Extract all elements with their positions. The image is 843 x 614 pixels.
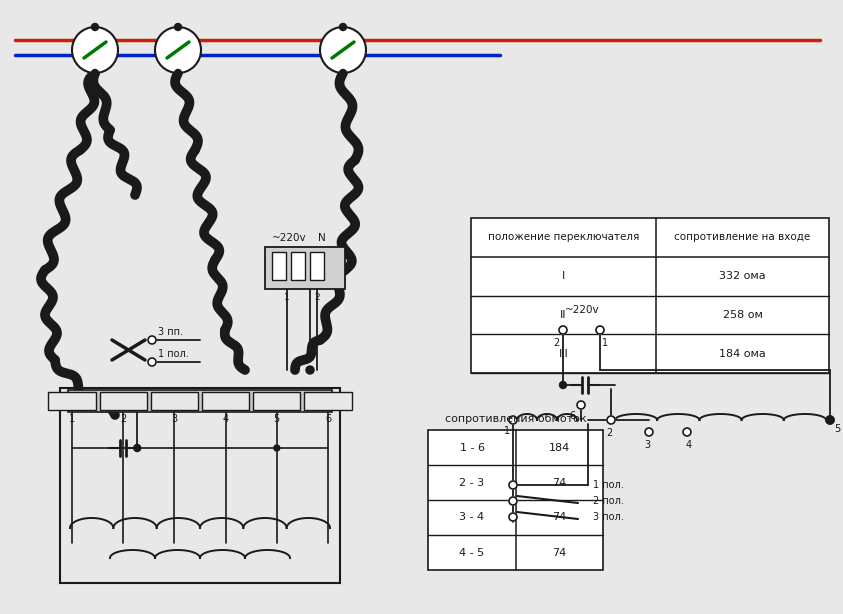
Text: 332 ома: 332 ома <box>719 271 765 281</box>
Text: ~220v: ~220v <box>565 305 599 315</box>
Text: 184 ома: 184 ома <box>719 349 766 359</box>
Bar <box>48 392 95 410</box>
Text: 2 пол.: 2 пол. <box>593 496 624 506</box>
Text: 6: 6 <box>570 411 576 421</box>
Circle shape <box>148 358 156 366</box>
Circle shape <box>72 27 118 73</box>
Bar <box>99 392 147 410</box>
Circle shape <box>509 481 517 489</box>
Circle shape <box>175 69 181 77</box>
Circle shape <box>274 445 280 451</box>
Text: 1: 1 <box>504 426 510 436</box>
Text: 3 - 4: 3 - 4 <box>459 513 485 523</box>
Circle shape <box>826 416 834 424</box>
Circle shape <box>340 23 346 31</box>
Text: 4: 4 <box>686 440 692 450</box>
Circle shape <box>559 326 567 334</box>
Text: I: I <box>562 271 565 281</box>
Text: 1: 1 <box>284 293 290 302</box>
Text: 184: 184 <box>549 443 570 453</box>
Bar <box>304 392 352 410</box>
Text: 2: 2 <box>606 428 612 438</box>
Bar <box>310 252 324 280</box>
Circle shape <box>596 326 604 334</box>
Bar <box>202 392 250 410</box>
Circle shape <box>577 401 585 409</box>
Circle shape <box>607 416 615 424</box>
Text: 3: 3 <box>644 440 650 450</box>
Circle shape <box>175 23 181 31</box>
Text: 6: 6 <box>325 414 331 424</box>
Bar <box>253 392 300 410</box>
Circle shape <box>340 69 346 77</box>
Circle shape <box>134 445 141 451</box>
Bar <box>60 388 340 583</box>
Circle shape <box>92 23 99 31</box>
Text: 74: 74 <box>552 478 566 488</box>
Text: III: III <box>559 349 568 359</box>
Text: 1: 1 <box>602 338 608 348</box>
Text: 258 ом: 258 ом <box>722 310 762 320</box>
Bar <box>151 392 198 410</box>
Text: сопротивление на входе: сопротивление на входе <box>674 232 811 243</box>
Bar <box>471 218 829 373</box>
Circle shape <box>683 428 691 436</box>
Text: сопротивления обмоток: сопротивления обмоток <box>445 414 587 424</box>
Circle shape <box>320 27 366 73</box>
Text: 3 пп.: 3 пп. <box>158 327 183 337</box>
Bar <box>272 252 286 280</box>
Circle shape <box>509 513 517 521</box>
Circle shape <box>148 336 156 344</box>
Text: 3: 3 <box>171 414 178 424</box>
Text: 2 - 3: 2 - 3 <box>459 478 485 488</box>
Text: 74: 74 <box>552 548 566 558</box>
Text: 4 - 5: 4 - 5 <box>459 548 485 558</box>
Circle shape <box>645 428 653 436</box>
Bar <box>68 390 332 412</box>
Circle shape <box>306 366 314 374</box>
Bar <box>428 430 603 570</box>
Text: 2: 2 <box>120 414 126 424</box>
Text: 3 пол.: 3 пол. <box>593 512 624 522</box>
Circle shape <box>509 497 517 505</box>
Circle shape <box>92 69 99 77</box>
Text: II: II <box>561 310 566 320</box>
Text: ~220v: ~220v <box>272 233 307 243</box>
Bar <box>265 247 345 289</box>
Text: 74: 74 <box>552 513 566 523</box>
Text: положение переключателя: положение переключателя <box>488 232 639 243</box>
Text: 1 пол.: 1 пол. <box>593 480 624 490</box>
Text: 1: 1 <box>69 414 75 424</box>
Circle shape <box>155 27 201 73</box>
Text: 1 пол.: 1 пол. <box>158 349 189 359</box>
Text: 1 - 6: 1 - 6 <box>459 443 485 453</box>
Text: 2: 2 <box>554 338 560 348</box>
Circle shape <box>509 416 517 424</box>
Text: 5: 5 <box>834 424 840 434</box>
Bar <box>291 252 305 280</box>
Text: 5: 5 <box>274 414 280 424</box>
Text: N: N <box>318 233 325 243</box>
Circle shape <box>560 381 566 389</box>
Text: 2: 2 <box>314 293 319 302</box>
Circle shape <box>826 416 834 424</box>
Text: 4: 4 <box>223 414 228 424</box>
